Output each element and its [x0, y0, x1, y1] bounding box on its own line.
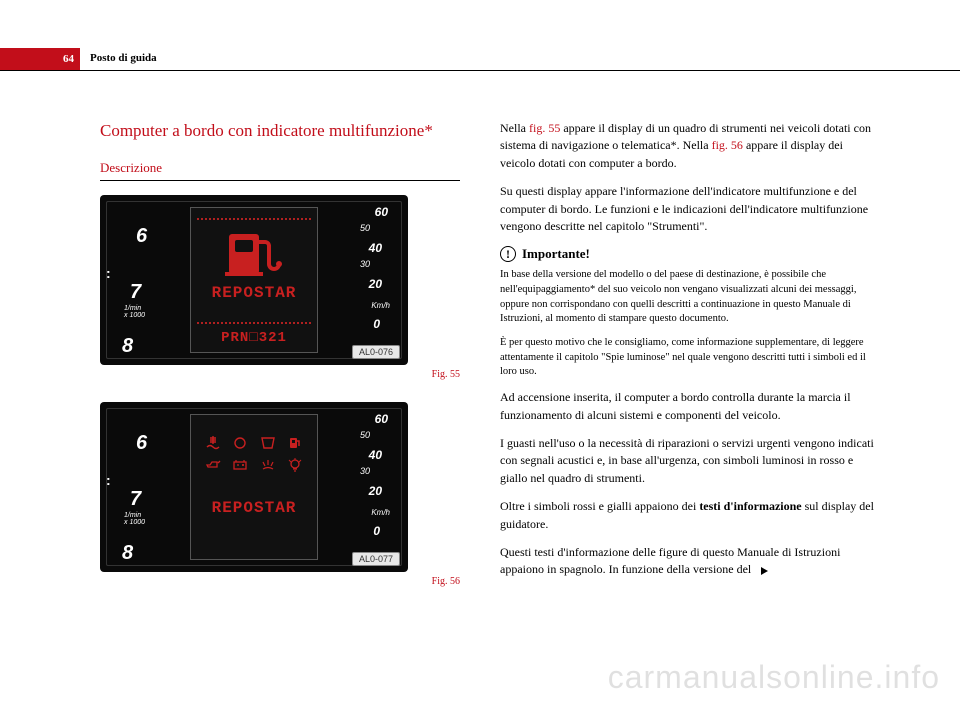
paragraph-2: Su questi display appare l'informazione …: [500, 183, 880, 235]
tach-unit-56: 1/min x 1000: [124, 512, 145, 526]
spd-0: 0: [373, 317, 380, 331]
continuation-arrow-icon: [761, 567, 768, 575]
tach-dot: :: [106, 265, 111, 281]
display-panel-56: REPOSTAR: [190, 414, 318, 560]
panel-repostar-56: REPOSTAR: [191, 499, 317, 517]
importante-label: Importante!: [522, 246, 590, 262]
tach-8: 8: [122, 335, 133, 358]
page-title: Computer a bordo con indicatore multifun…: [100, 120, 460, 142]
p7-a: Oltre i simboli rossi e gialli appaiono …: [500, 499, 699, 513]
panel-dots-top: [197, 218, 311, 220]
p7-bold: testi d'informazione: [699, 499, 801, 513]
left-column: Computer a bordo con indicatore multifun…: [100, 120, 460, 609]
fig55-image-code-badge: AL0-076: [352, 345, 400, 359]
tach-unit: 1/min x 1000: [124, 305, 145, 319]
fig56-image-code-badge: AL0-077: [352, 552, 400, 566]
spd-40-56: 40: [369, 448, 382, 462]
right-column: Nella fig. 55 appare il display di un qu…: [500, 120, 880, 609]
spd-20: 20: [369, 277, 382, 291]
spd-40: 40: [369, 241, 382, 255]
spd-60-56: 60: [375, 412, 388, 426]
warning-icon-row-2: [199, 455, 309, 475]
paragraph-1: Nella fig. 55 appare il display di un qu…: [500, 120, 880, 172]
spd-20-56: 20: [369, 484, 382, 498]
panel-dots-bottom: [197, 322, 311, 324]
tach-7: 7: [130, 281, 141, 304]
tach-8-56: 8: [122, 542, 133, 565]
panel-prnd-55: PRN□321: [191, 330, 317, 346]
watermark: carmanualsonline.info: [608, 659, 940, 696]
fuel-pump-icon: [223, 228, 285, 278]
coolant-temp-icon: [205, 435, 221, 451]
spd-30-56: 30: [360, 466, 370, 476]
p1-figref-55: fig. 55: [529, 121, 560, 135]
paragraph-5: Ad accensione inserita, il computer a bo…: [500, 389, 880, 424]
subtitle-rule: [100, 180, 460, 181]
fig55-caption: Fig. 55: [100, 369, 460, 380]
spd-unit-56: Km/h: [371, 508, 390, 517]
fig56-caption: Fig. 56: [100, 576, 460, 587]
dashboard-fig56: 6 : 7 1/min x 1000 8 60 50 40 30 20 Km/h…: [100, 402, 408, 572]
speedometer-fragment: 60 50 40 30 20 Km/h 0: [318, 195, 408, 365]
dashboard-fig55: 6 : 7 1/min x 1000 8 60 50 40 30 20 Km/h…: [100, 195, 408, 365]
engine-icon: [232, 435, 248, 451]
washer-fluid-icon: [260, 457, 276, 473]
speedometer-fragment-56: 60 50 40 30 20 Km/h 0: [318, 402, 408, 572]
spd-50: 50: [360, 223, 370, 233]
spd-60: 60: [375, 205, 388, 219]
bulb-icon: [287, 457, 303, 473]
content-columns: Computer a bordo con indicatore multifun…: [100, 120, 880, 609]
spd-50-56: 50: [360, 430, 370, 440]
fuel-pump-small-icon: [287, 435, 303, 451]
tach-7-56: 7: [130, 488, 141, 511]
p8-text: Questi testi d'informazione delle figure…: [500, 545, 840, 576]
spd-30: 30: [360, 259, 370, 269]
tach-dot-56: :: [106, 472, 111, 488]
door-open-icon: [260, 435, 276, 451]
oil-can-icon: [205, 457, 221, 473]
paragraph-7: Oltre i simboli rossi e gialli appaiono …: [500, 498, 880, 533]
battery-icon: [232, 457, 248, 473]
spd-unit: Km/h: [371, 301, 390, 310]
tach-6: 6: [136, 225, 147, 248]
page-number-tab: 64: [0, 48, 80, 70]
page-number: 64: [63, 53, 74, 65]
paragraph-6: I guasti nell'uso o la necessità di ripa…: [500, 435, 880, 487]
header-rule: [0, 70, 960, 71]
spd-0-56: 0: [373, 524, 380, 538]
panel-repostar-55: REPOSTAR: [191, 284, 317, 302]
importante-heading: ! Importante!: [500, 246, 880, 262]
display-panel-55: REPOSTAR PRN□321: [190, 207, 318, 353]
caution-icon: !: [500, 246, 516, 262]
warning-icon-row-1: [199, 433, 309, 453]
paragraph-4: È per questo motivo che le consigliamo, …: [500, 336, 880, 380]
tachometer-fragment-56: 6 : 7 1/min x 1000 8: [100, 402, 190, 572]
paragraph-3: In base della versione del modello o del…: [500, 268, 880, 327]
p1-figref-56: fig. 56: [712, 138, 743, 152]
tachometer-fragment: 6 : 7 1/min x 1000 8: [100, 195, 190, 365]
tach-6-56: 6: [136, 432, 147, 455]
p1-a: Nella: [500, 121, 529, 135]
paragraph-8: Questi testi d'informazione delle figure…: [500, 544, 880, 579]
page-subtitle: Descrizione: [100, 160, 460, 176]
section-header: Posto di guida: [90, 52, 157, 64]
